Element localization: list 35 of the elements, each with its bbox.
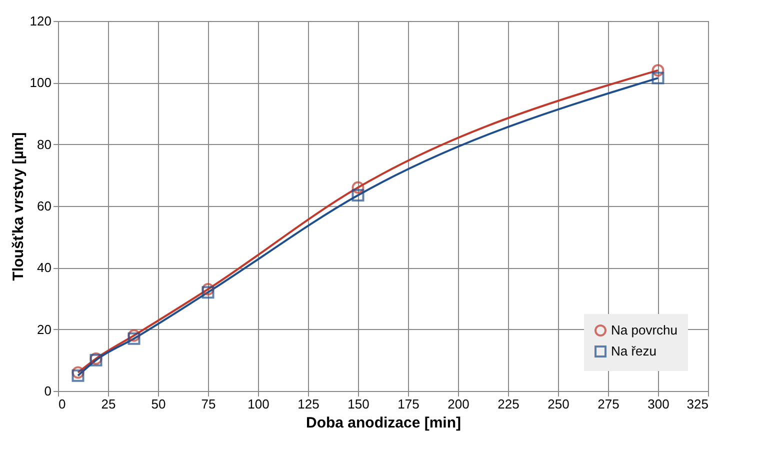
y-tick-label: 60: [37, 198, 52, 214]
x-tick-label: 100: [248, 396, 270, 412]
x-tick-label: 250: [548, 396, 570, 412]
x-tick-label: 275: [598, 396, 620, 412]
x-tick-label: 150: [348, 396, 370, 412]
y-tick-label: 20: [37, 322, 52, 337]
point: [202, 283, 214, 296]
x-tick-label: 50: [151, 396, 166, 412]
point: [128, 332, 140, 345]
x-tick-label: 225: [498, 396, 520, 412]
x-tick-label: 0: [58, 396, 66, 412]
point: [352, 188, 364, 202]
x-tick-label: 325: [686, 396, 708, 412]
point: [202, 286, 214, 299]
x-tick-label: 175: [398, 396, 420, 412]
x-tick-label: 75: [201, 396, 216, 412]
x-tick-label: 25: [101, 396, 116, 412]
x-tick-label: 125: [298, 396, 320, 412]
y-tick-label: 40: [37, 260, 52, 276]
legend-label: Na řezu: [611, 344, 657, 358]
y-tick-label: 120: [30, 14, 52, 28]
point: [72, 369, 84, 382]
y-tick-label: 80: [37, 136, 52, 152]
y-tick-label: 0: [44, 384, 52, 398]
x-axis-title: Doba anodizace [min]: [306, 414, 462, 432]
point: [128, 329, 140, 342]
point: [72, 366, 84, 379]
legend-label: Na povrchu: [611, 322, 678, 338]
point: [652, 64, 664, 77]
x-tick-label: 300: [648, 396, 670, 412]
point: [352, 181, 364, 194]
x-tick-label: 200: [448, 396, 470, 412]
y-tick-label: 100: [30, 75, 52, 90]
point: [652, 72, 664, 84]
y-axis-title: Tloušťka vrstvy [µm]: [10, 132, 27, 281]
